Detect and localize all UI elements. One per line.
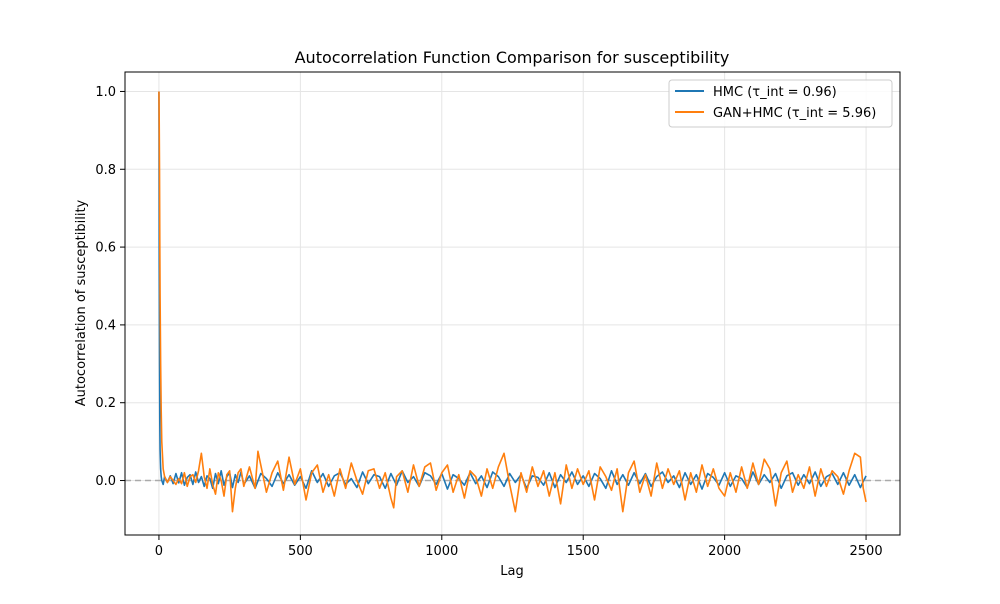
x-tick-label: 1500 xyxy=(567,544,600,559)
y-tick-label: 0.2 xyxy=(95,396,116,411)
x-axis-ticks: 0 500 1000 1500 2000 2500 xyxy=(155,535,883,559)
plot-area-frame xyxy=(124,71,901,536)
x-tick-label: 1000 xyxy=(425,544,458,559)
series-lines xyxy=(158,91,867,513)
legend: HMC (τ_int = 0.96) GAN+HMC (τ_int = 5.96… xyxy=(668,79,893,128)
x-axis-label: Lag xyxy=(500,564,523,579)
x-tick-label: 2500 xyxy=(850,544,883,559)
legend-label-hmc: HMC (τ_int = 0.96) xyxy=(713,85,837,100)
y-tick-label: 0.8 xyxy=(95,163,116,178)
x-tick-label: 500 xyxy=(288,544,313,559)
y-tick-label: 1.0 xyxy=(95,85,116,100)
legend-label-gan-hmc: GAN+HMC (τ_int = 5.96) xyxy=(713,106,876,121)
x-tick-label: 2000 xyxy=(708,544,741,559)
y-tick-label: 0.6 xyxy=(95,241,116,256)
y-tick-label: 0.4 xyxy=(95,318,116,333)
y-axis-label: Autocorrelation of susceptibility xyxy=(74,199,89,406)
y-axis-ticks: 0.0 0.2 0.4 0.6 0.8 1.0 xyxy=(95,85,125,489)
chart-title: Autocorrelation Function Comparison for … xyxy=(295,48,730,67)
legend-box xyxy=(668,79,893,128)
y-tick-label: 0.0 xyxy=(95,474,116,489)
series-line-gan-hmc xyxy=(158,91,867,513)
x-tick-label: 0 xyxy=(155,544,163,559)
